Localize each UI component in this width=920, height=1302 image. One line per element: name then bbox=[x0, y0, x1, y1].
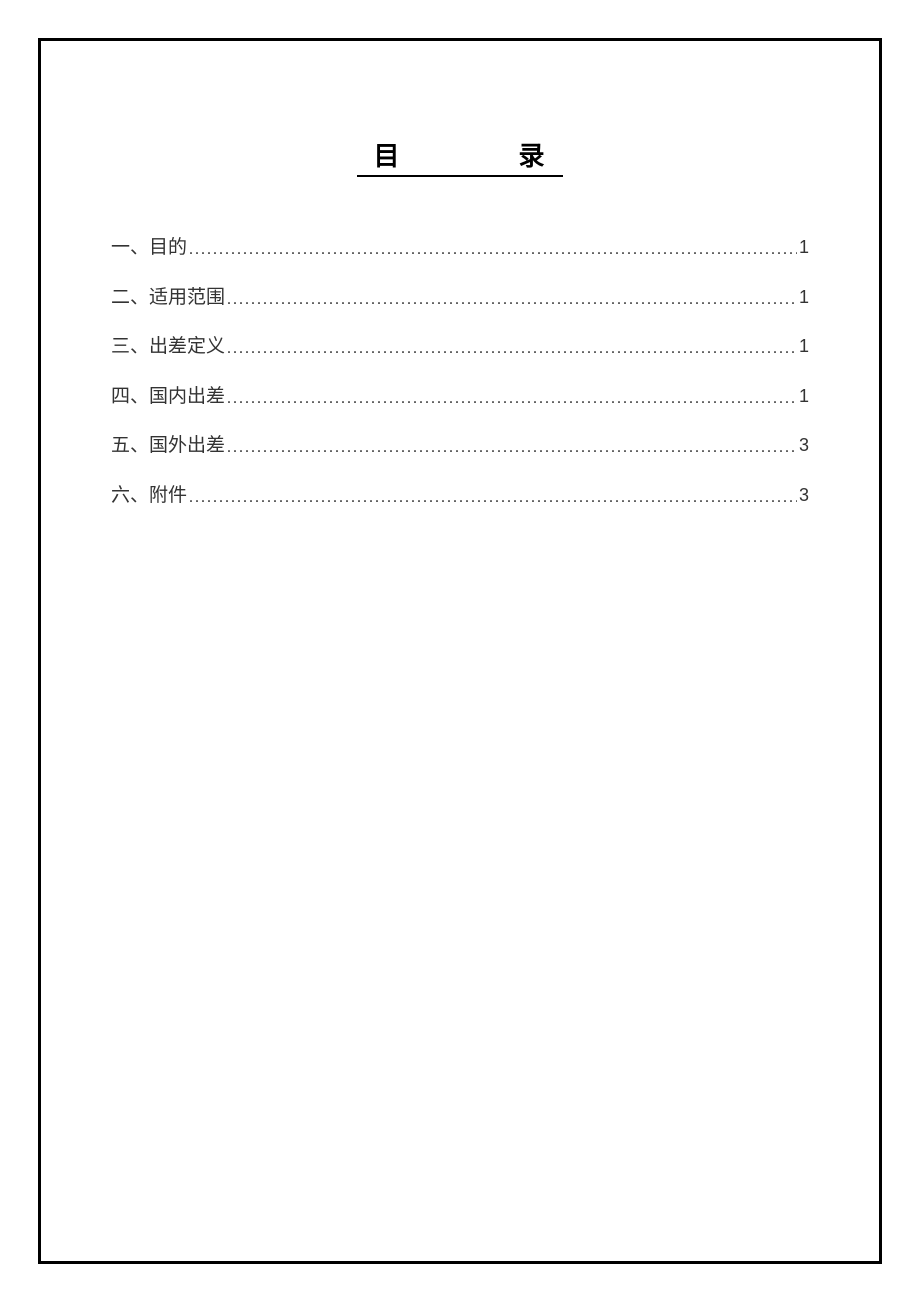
toc-dot-leader: ........................................… bbox=[227, 338, 797, 360]
toc-dot-leader: ........................................… bbox=[189, 487, 797, 509]
toc-item: 一、目的 ...................................… bbox=[111, 235, 809, 262]
toc-dot-leader: ........................................… bbox=[189, 239, 797, 261]
toc-item-label: 五、国外出差 bbox=[111, 433, 225, 460]
toc-title-char-1: 目 bbox=[365, 142, 409, 177]
toc-title-row: 目 录 bbox=[111, 136, 809, 173]
toc-item-label: 二、适用范围 bbox=[111, 285, 225, 312]
toc-title-spacer bbox=[410, 142, 511, 177]
toc-item-page: 1 bbox=[799, 334, 809, 359]
toc-item: 三、出差定义 .................................… bbox=[111, 334, 809, 361]
toc-item-label: 六、附件 bbox=[111, 483, 187, 510]
toc-item-page: 3 bbox=[799, 483, 809, 508]
toc-item: 四、国内出差 .................................… bbox=[111, 384, 809, 411]
toc-item: 五、国外出差 .................................… bbox=[111, 433, 809, 460]
toc-title: 目 录 bbox=[357, 142, 562, 177]
toc-item-page: 1 bbox=[799, 235, 809, 260]
toc-dot-leader: ........................................… bbox=[227, 289, 797, 311]
toc-list: 一、目的 ...................................… bbox=[111, 235, 809, 510]
toc-item: 二、适用范围 .................................… bbox=[111, 285, 809, 312]
toc-item: 六、附件 ...................................… bbox=[111, 483, 809, 510]
toc-item-page: 1 bbox=[799, 285, 809, 310]
toc-dot-leader: ........................................… bbox=[227, 437, 797, 459]
toc-item-label: 三、出差定义 bbox=[111, 334, 225, 361]
toc-dot-leader: ........................................… bbox=[227, 388, 797, 410]
toc-item-page: 1 bbox=[799, 384, 809, 409]
page-content: 目 录 一、目的 ...............................… bbox=[41, 41, 879, 510]
toc-item-page: 3 bbox=[799, 433, 809, 458]
toc-title-char-2: 录 bbox=[511, 142, 555, 177]
toc-item-label: 四、国内出差 bbox=[111, 384, 225, 411]
page-frame: 目 录 一、目的 ...............................… bbox=[38, 38, 882, 1264]
toc-item-label: 一、目的 bbox=[111, 235, 187, 262]
